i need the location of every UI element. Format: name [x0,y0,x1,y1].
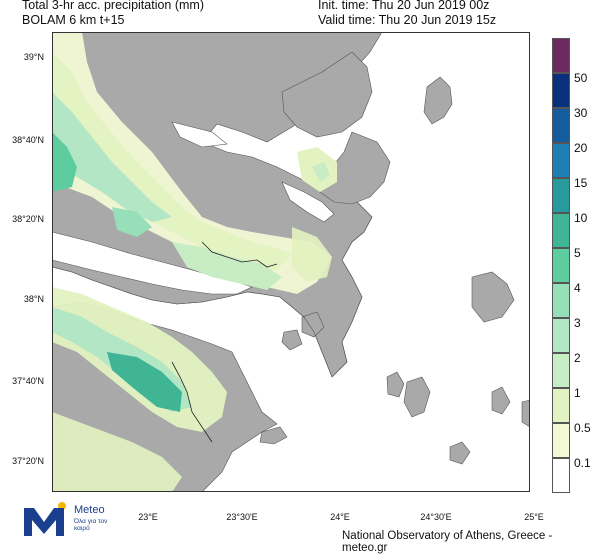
init-time: Init. time: Thu 20 Jun 2019 00z [318,0,490,12]
syros-island [491,386,511,415]
lat-label-37-20: 37°20'N [12,456,44,466]
legend-label-10: 10 [574,211,588,225]
precip-4-small [112,207,152,237]
lat-label-37-40: 37°40'N [12,376,44,386]
legend-swatch-3 [552,353,570,388]
salamina-island [301,311,325,338]
legend-label-30: 30 [574,106,588,120]
euboean-gulf-south [281,181,335,223]
legend-swatch-12 [552,38,570,73]
time-info: Init. time: Thu 20 Jun 2019 00z Valid ti… [318,0,496,28]
lat-label-39: 39°N [23,52,44,62]
small-island-2 [521,399,530,428]
legend-label-20: 20 [574,141,588,155]
aegina-island [281,329,303,351]
legend-swatch-5 [552,283,570,318]
legend-swatch-6 [552,248,570,283]
legend-swatch-7 [552,213,570,248]
logo-tagline: Όλα για τον καιρό [74,518,108,532]
legend-label-3: 3 [574,316,581,330]
legend-swatch-8 [552,178,570,213]
precip-1-central [172,242,282,290]
legend-label-4: 4 [574,281,581,295]
precip-0.5-south [52,412,182,492]
map-canvas [52,32,530,492]
lon-label-23-30: 23°30'E [226,512,258,522]
precip-0.5-euboea [292,227,332,282]
maliakos-gulf [171,121,228,148]
kea-island [386,371,405,398]
andros-island [423,76,453,125]
precipitation-shading [52,32,337,492]
credit-footer: National Observatory of Athens, Greece -… [342,530,553,554]
lon-label-24: 24°E [330,512,350,522]
map-frame [52,32,530,492]
lon-label-24-30: 24°30'E [420,512,452,522]
precip-5-pelop [107,352,182,412]
legend-label-2: 2 [574,351,581,365]
map-title: Total 3-hr acc. precipitation (mm) BOLAM… [22,0,204,28]
lon-label-23: 23°E [138,512,158,522]
kythnos-island [403,376,431,418]
legend-swatch-9 [552,143,570,178]
valid-time: Valid time: Thu 20 Jun 2019 15z [318,13,497,27]
sea-gulfs [52,121,335,295]
coastline [52,201,373,378]
precip-2-west [52,92,172,222]
lat-label-38-20: 38°20'N [12,214,44,224]
precip-4-west [52,132,77,192]
legend-label-5: 5 [574,246,581,260]
meteo-m-icon [24,508,64,536]
legend-swatch-11 [552,73,570,108]
precipitation-legend [552,33,572,493]
legend-swatch-4 [552,318,570,353]
precip-2-euboea-north [312,162,330,182]
meteo-logo [24,502,66,536]
lat-label-38: 38°N [23,294,44,304]
legend-label-15: 15 [574,176,588,190]
precipitation-map [52,32,530,492]
legend-swatch-10 [552,108,570,143]
legend-swatch-1 [552,423,570,458]
lon-label-25: 25°E [524,512,544,522]
legend-label-50: 50 [574,71,588,85]
prefecture-border [201,241,278,268]
small-island-1 [449,441,471,465]
title-line-2: BOLAM 6 km t+15 [22,13,125,27]
legend-swatch-0 [552,458,570,493]
tinos-island [471,271,515,323]
legend-swatch-2 [552,388,570,423]
prefecture-border-south [171,361,213,443]
legend-label-0.5: 0.5 [574,421,591,435]
corinth-gulf [52,231,253,295]
lat-label-38-40: 38°40'N [12,135,44,145]
hydra-island [259,426,288,445]
legend-label-0.1: 0.1 [574,456,591,470]
euboea-north [281,51,373,138]
logo-name: Meteo [74,504,105,516]
legend-label-1: 1 [574,386,581,400]
title-line-1: Total 3-hr acc. precipitation (mm) [22,0,205,12]
